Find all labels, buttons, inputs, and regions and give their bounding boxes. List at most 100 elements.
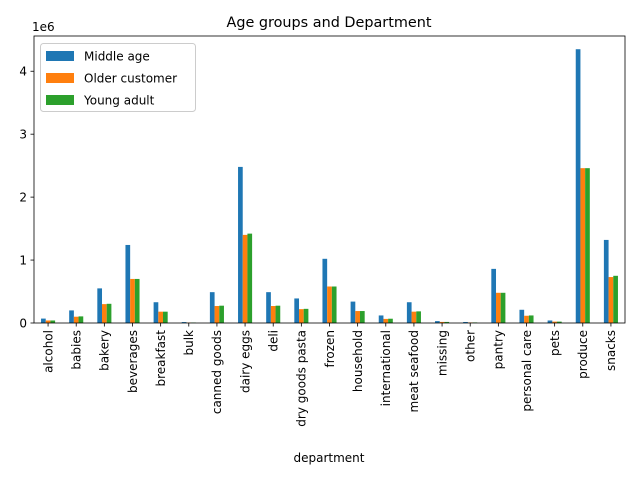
bar-produce-older-customer — [580, 168, 586, 323]
bar-bakery-young-adult — [106, 303, 112, 323]
x-tick-label: meat seafood — [407, 330, 421, 412]
bar-babies-middle-age — [69, 310, 74, 323]
x-tick-label: pantry — [492, 330, 506, 369]
bar-household-young-adult — [359, 311, 365, 323]
bar-snacks-young-adult — [613, 275, 618, 323]
bar-household-older-customer — [355, 311, 360, 323]
bar-deli-young-adult — [275, 305, 281, 323]
bar-snacks-middle-age — [603, 239, 609, 323]
legend-box — [40, 43, 196, 112]
x-tick-label: dairy eggs — [238, 330, 252, 393]
x-tick-label: bulk — [182, 330, 196, 356]
legend-label: Middle age — [84, 50, 150, 64]
legend-swatch — [46, 51, 74, 61]
bar-other-middle-age — [463, 321, 468, 323]
bar-breakfast-older-customer — [158, 311, 163, 323]
x-axis-label: department — [294, 451, 365, 465]
bar-dry-goods-pasta-middle-age — [294, 298, 300, 323]
bar-pantry-young-adult — [500, 292, 506, 323]
bar-international-young-adult — [388, 318, 393, 323]
bar-canned-goods-middle-age — [209, 292, 215, 323]
y-offset-text: 1e6 — [32, 20, 55, 34]
bar-beverages-middle-age — [125, 244, 131, 323]
bar-bakery-middle-age — [97, 288, 103, 323]
x-tick-label: canned goods — [210, 330, 224, 414]
x-tick-label: other — [464, 330, 478, 362]
bar-pets-young-adult — [556, 321, 562, 323]
bar-international-middle-age — [378, 315, 384, 323]
x-tick-label: household — [351, 330, 365, 392]
bar-meat-seafood-middle-age — [406, 302, 412, 323]
bar-household-middle-age — [350, 301, 356, 323]
x-tick-label: bakery — [98, 330, 112, 371]
legend-swatch — [46, 95, 74, 105]
bar-babies-older-customer — [73, 316, 79, 323]
bar-pets-older-customer — [552, 321, 557, 323]
y-tick-label: 1 — [19, 253, 27, 267]
chart-title: Age groups and Department — [226, 15, 431, 31]
bar-bakery-older-customer — [102, 304, 107, 323]
x-tick-label: frozen — [323, 330, 337, 368]
bar-international-older-customer — [383, 318, 389, 323]
bar-canned-goods-young-adult — [219, 305, 224, 323]
bar-deli-middle-age — [266, 292, 271, 323]
bar-dry-goods-pasta-young-adult — [303, 308, 309, 323]
legend-label: Young adult — [83, 94, 155, 108]
y-tick-label: 4 — [19, 65, 27, 79]
bar-dry-goods-pasta-older-customer — [299, 309, 304, 323]
bar-alcohol-middle-age — [41, 318, 46, 323]
bar-deli-older-customer — [270, 306, 276, 323]
x-tick-label: personal care — [520, 330, 534, 412]
bar-bulk-middle-age — [181, 322, 187, 323]
bar-dairy-eggs-middle-age — [238, 166, 243, 323]
bar-frozen-young-adult — [331, 286, 337, 323]
bar-pets-middle-age — [547, 320, 553, 323]
bar-alcohol-older-customer — [45, 320, 51, 323]
bar-beverages-older-customer — [130, 278, 135, 323]
y-axis: 0 1 2 3 4 — [19, 65, 34, 330]
x-tick-label: produce — [576, 330, 590, 379]
bar-pantry-middle-age — [491, 268, 497, 323]
plot-frame — [33, 35, 626, 324]
bar-dairy-eggs-young-adult — [247, 233, 253, 323]
x-tick-label: babies — [70, 330, 84, 370]
x-tick-label: missing — [435, 330, 449, 376]
bar-personal-care-older-customer — [524, 315, 529, 323]
x-tick-label: alcohol — [41, 330, 55, 373]
bar-snacks-older-customer — [608, 277, 614, 323]
legend-swatch — [46, 73, 74, 83]
bar-meat-seafood-young-adult — [416, 311, 421, 323]
bar-frozen-middle-age — [322, 258, 328, 323]
bar-frozen-older-customer — [327, 286, 332, 323]
bar-missing-older-customer — [439, 321, 445, 323]
bar-alcohol-young-adult — [50, 320, 56, 323]
x-tick-label: pets — [548, 330, 562, 356]
x-tick-label: breakfast — [154, 330, 168, 387]
bar-breakfast-middle-age — [153, 302, 159, 323]
bar-produce-young-adult — [585, 168, 590, 323]
x-tick-label: beverages — [126, 330, 140, 393]
bar-dairy-eggs-older-customer — [242, 234, 248, 323]
legend-label: Older customer — [84, 72, 177, 86]
bar-babies-young-adult — [78, 316, 84, 323]
x-axis: alcohol babies bakery beverages breakfast bul… — [41, 323, 618, 427]
x-tick-label: international — [379, 330, 393, 406]
bar-beverages-young-adult — [134, 278, 140, 323]
bar-personal-care-young-adult — [528, 315, 534, 323]
bars-group — [41, 49, 618, 323]
bar-breakfast-young-adult — [162, 311, 168, 323]
bar-meat-seafood-older-customer — [411, 311, 417, 323]
y-tick-label: 0 — [19, 316, 27, 330]
y-tick-label: 3 — [19, 127, 27, 141]
bar-personal-care-middle-age — [519, 309, 525, 323]
y-tick-label: 2 — [19, 190, 27, 204]
x-tick-label: dry goods pasta — [295, 330, 309, 427]
bar-missing-middle-age — [435, 321, 440, 323]
bar-pantry-older-customer — [496, 292, 501, 323]
bar-canned-goods-older-customer — [214, 306, 220, 323]
bar-missing-young-adult — [444, 321, 450, 323]
legend: Middle age Older customer Young adult — [40, 43, 196, 112]
x-tick-label: deli — [267, 330, 281, 352]
bar-produce-middle-age — [575, 49, 581, 323]
